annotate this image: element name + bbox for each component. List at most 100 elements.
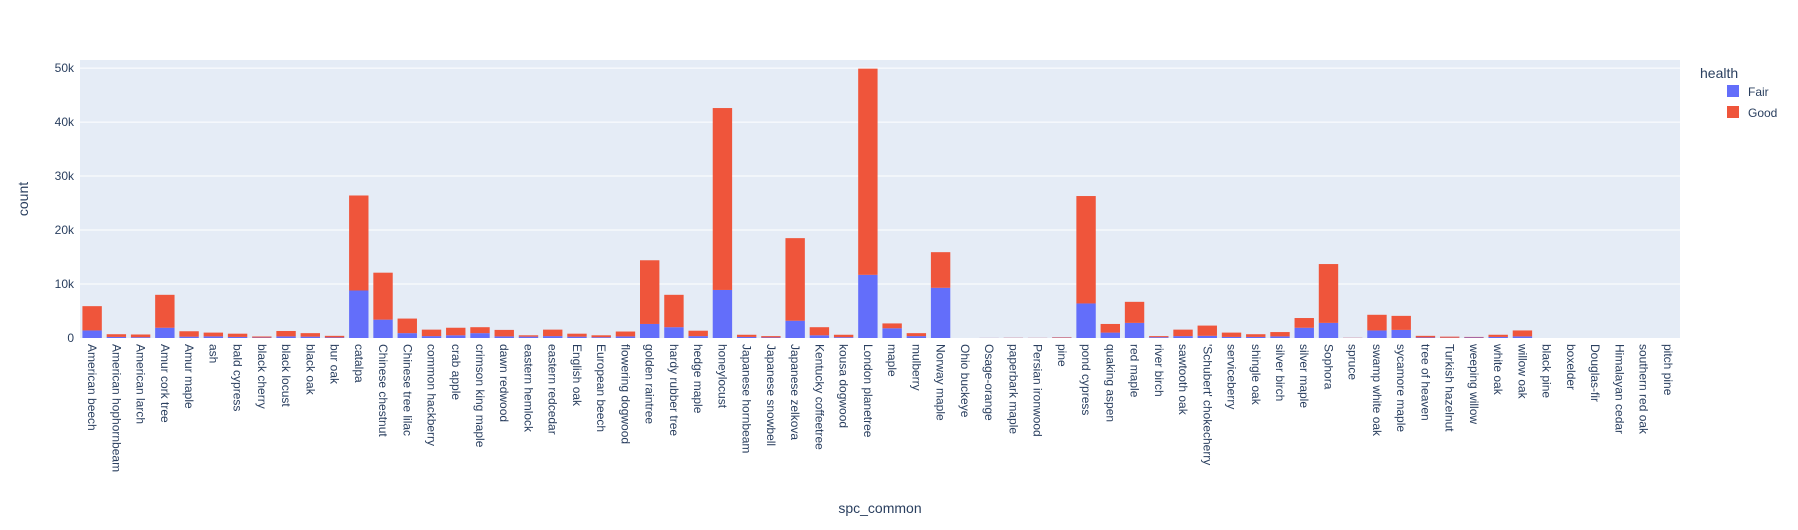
bar-fair[interactable] [713, 290, 732, 338]
bar-fair[interactable] [834, 337, 853, 338]
bar-fair[interactable] [1149, 337, 1168, 338]
bar-fair[interactable] [204, 336, 223, 338]
bar-fair[interactable] [446, 335, 465, 338]
bar-fair[interactable] [1173, 336, 1192, 338]
bar-good[interactable] [1076, 196, 1095, 303]
bar-good[interactable] [1319, 264, 1338, 323]
bar-good[interactable] [301, 333, 320, 337]
bar-fair[interactable] [1367, 330, 1386, 338]
bar-fair[interactable] [1319, 323, 1338, 338]
bar-fair[interactable] [761, 337, 780, 338]
bar-good[interactable] [519, 335, 538, 336]
legend-label-good[interactable]: Good [1748, 106, 1777, 120]
bar-good[interactable] [1416, 336, 1435, 338]
bar-good[interactable] [1295, 318, 1314, 328]
legend-swatch-fair[interactable] [1727, 85, 1739, 97]
bar-fair[interactable] [688, 336, 707, 338]
bar-fair[interactable] [1076, 303, 1095, 338]
bar-good[interactable] [1440, 337, 1459, 338]
bar-good[interactable] [1125, 302, 1144, 323]
bar-fair[interactable] [82, 330, 101, 338]
bar-fair[interactable] [810, 335, 829, 338]
bar-fair[interactable] [567, 337, 586, 338]
bar-good[interactable] [1392, 316, 1411, 330]
bar-fair[interactable] [1270, 336, 1289, 338]
bar-good[interactable] [761, 336, 780, 337]
bar-fair[interactable] [737, 337, 756, 338]
legend-swatch-good[interactable] [1727, 106, 1739, 118]
bar-good[interactable] [1367, 315, 1386, 331]
bar-good[interactable] [1513, 330, 1532, 336]
bar-good[interactable] [131, 334, 150, 337]
bar-fair[interactable] [1488, 337, 1507, 338]
bar-fair[interactable] [398, 333, 417, 338]
bar-good[interactable] [398, 319, 417, 334]
bar-good[interactable] [858, 69, 877, 275]
bar-good[interactable] [931, 252, 950, 288]
bar-fair[interactable] [325, 337, 344, 338]
bar-good[interactable] [495, 330, 514, 336]
bar-fair[interactable] [1416, 337, 1435, 338]
bar-good[interactable] [107, 334, 126, 337]
bar-fair[interactable] [1464, 337, 1483, 338]
bar-fair[interactable] [495, 336, 514, 338]
bar-fair[interactable] [349, 290, 368, 338]
bar-fair[interactable] [301, 337, 320, 338]
bar-good[interactable] [179, 331, 198, 336]
bar-good[interactable] [810, 327, 829, 335]
bar-fair[interactable] [1101, 333, 1120, 338]
bar-fair[interactable] [664, 327, 683, 338]
bar-fair[interactable] [616, 336, 635, 338]
bar-fair[interactable] [858, 275, 877, 338]
bar-fair[interactable] [543, 336, 562, 338]
bar-fair[interactable] [155, 328, 174, 338]
bar-good[interactable] [834, 335, 853, 337]
bar-good[interactable] [422, 330, 441, 336]
bar-fair[interactable] [592, 337, 611, 338]
bar-fair[interactable] [107, 337, 126, 338]
bar-fair[interactable] [276, 336, 295, 338]
bar-good[interactable] [664, 295, 683, 327]
bar-fair[interactable] [640, 324, 659, 338]
bar-good[interactable] [1198, 326, 1217, 336]
bar-fair[interactable] [1392, 330, 1411, 338]
bar-good[interactable] [592, 335, 611, 337]
bar-good[interactable] [1464, 337, 1483, 338]
bar-good[interactable] [543, 330, 562, 336]
bar-good[interactable] [470, 327, 489, 333]
bar-fair[interactable] [882, 328, 901, 338]
bar-fair[interactable] [1222, 337, 1241, 338]
bar-fair[interactable] [931, 288, 950, 338]
bar-good[interactable] [1222, 333, 1241, 337]
bar-fair[interactable] [519, 337, 538, 338]
bar-good[interactable] [252, 336, 271, 337]
bar-fair[interactable] [131, 337, 150, 338]
bar-good[interactable] [1488, 335, 1507, 337]
bar-good[interactable] [616, 332, 635, 337]
bar-good[interactable] [713, 108, 732, 290]
bar-good[interactable] [228, 334, 247, 337]
bar-fair[interactable] [373, 320, 392, 338]
bar-fair[interactable] [785, 321, 804, 338]
bar-good[interactable] [737, 335, 756, 337]
bar-good[interactable] [446, 328, 465, 336]
bar-fair[interactable] [228, 337, 247, 338]
bar-fair[interactable] [422, 336, 441, 338]
bar-good[interactable] [785, 238, 804, 321]
bar-fair[interactable] [1246, 337, 1265, 338]
bar-fair[interactable] [907, 336, 926, 338]
bar-good[interactable] [567, 334, 586, 337]
bar-good[interactable] [373, 273, 392, 320]
bar-good[interactable] [1173, 330, 1192, 336]
bar-fair[interactable] [1125, 323, 1144, 338]
bar-fair[interactable] [1198, 336, 1217, 338]
bar-good[interactable] [1270, 332, 1289, 336]
bar-good[interactable] [688, 331, 707, 336]
bar-good[interactable] [276, 331, 295, 336]
bar-good[interactable] [204, 333, 223, 337]
bar-fair[interactable] [179, 337, 198, 338]
bar-good[interactable] [882, 323, 901, 328]
bar-fair[interactable] [470, 333, 489, 338]
bar-good[interactable] [640, 260, 659, 324]
bar-good[interactable] [349, 195, 368, 290]
